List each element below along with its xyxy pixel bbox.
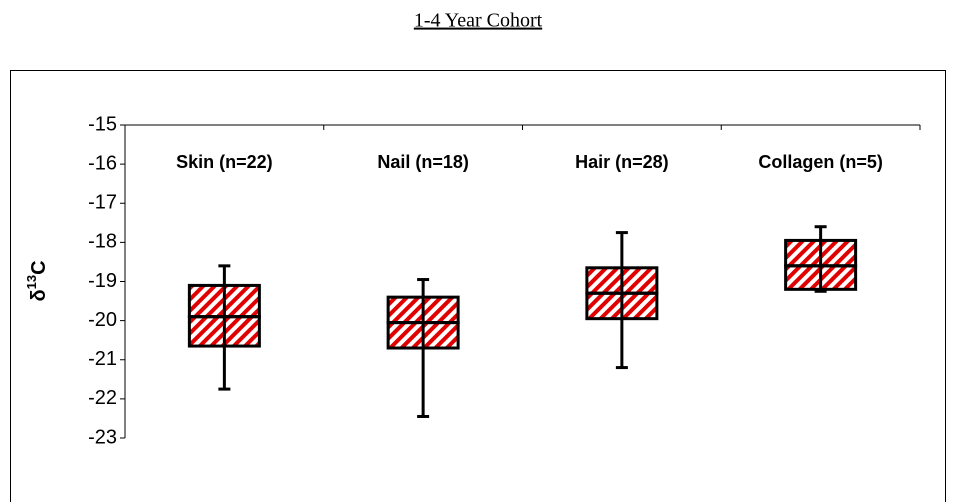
y-tick-label: -21 xyxy=(88,348,117,370)
y-label-symbol: δ xyxy=(28,289,50,301)
y-tick-label: -17 xyxy=(88,192,117,214)
category-label: Collagen (n=5) xyxy=(758,152,883,172)
y-tick-label: -19 xyxy=(88,270,117,292)
y-tick-label: -15 xyxy=(88,113,117,135)
y-tick-label: -23 xyxy=(88,426,117,448)
y-axis-label: δ13C xyxy=(24,260,50,301)
y-tick-label: -18 xyxy=(88,231,117,253)
chart-border xyxy=(10,70,946,502)
y-label-unit: C xyxy=(28,260,50,274)
category-label: Hair (n=28) xyxy=(575,152,669,172)
y-tick-label: -16 xyxy=(88,152,117,174)
category-label: Nail (n=18) xyxy=(377,152,469,172)
chart-title: 1-4 Year Cohort xyxy=(414,10,543,32)
category-label: Skin (n=22) xyxy=(176,152,273,172)
y-label-superscript: 13 xyxy=(24,275,39,289)
y-tick-label: -20 xyxy=(88,309,117,331)
y-tick-label: -22 xyxy=(88,387,117,409)
